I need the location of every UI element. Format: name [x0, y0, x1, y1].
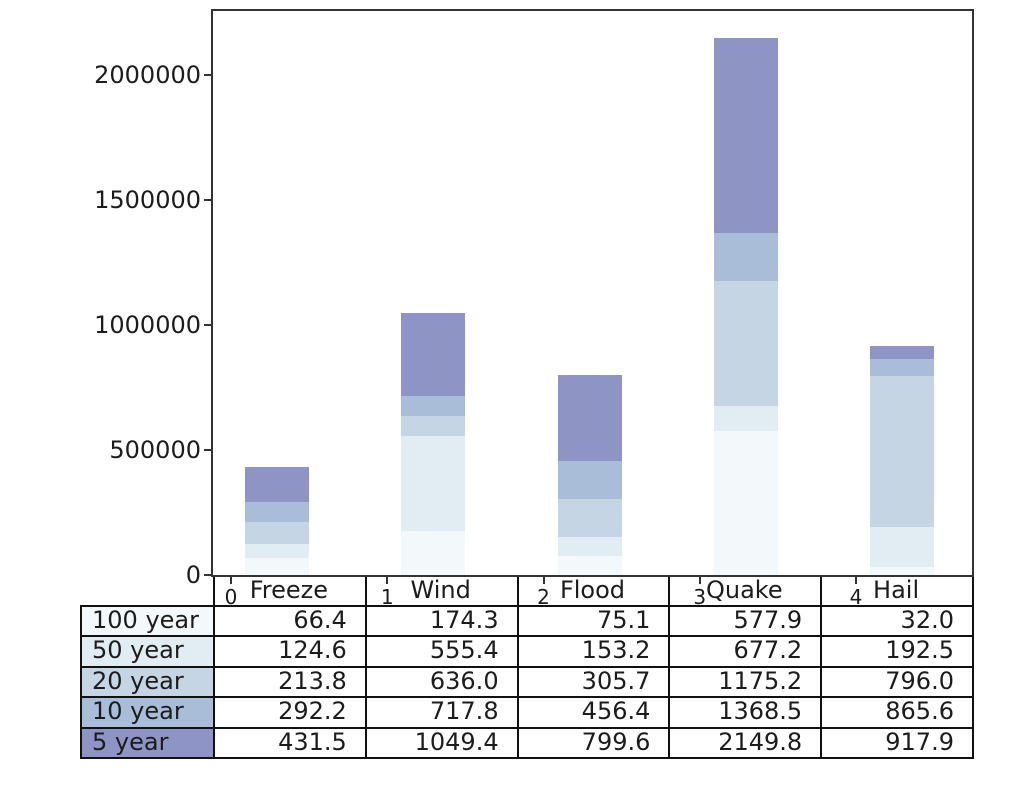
table-grid-vline — [820, 575, 823, 759]
y-tick-label: 2000000 — [94, 61, 201, 89]
table-grid-vline — [80, 605, 82, 759]
y-tick-label: 500000 — [109, 436, 201, 464]
table-grid-vline — [972, 575, 974, 759]
table-cell: 124.6 — [278, 636, 347, 665]
table-cell: 192.5 — [885, 636, 954, 665]
y-tick-label: 1500000 — [94, 186, 201, 214]
table-grid-vline — [213, 575, 215, 759]
bar-segment-quake-100-year — [713, 430, 778, 575]
table-cell: 1175.2 — [718, 666, 803, 695]
table-cell: 2149.8 — [718, 727, 803, 756]
table-cell: 1368.5 — [718, 697, 803, 726]
table-cell: 799.6 — [581, 727, 651, 756]
table-cell: 305.7 — [581, 666, 651, 695]
x-tick-label: 2 — [537, 585, 550, 609]
table-header-wind: Wind — [410, 576, 471, 604]
table-cell: 292.2 — [278, 697, 347, 726]
x-tick-label: 3 — [693, 585, 707, 609]
bar-segment-hail-50-year — [870, 526, 934, 567]
table-row-label-20-year: 20 year — [80, 665, 213, 697]
bar-segment-flood-5-year — [557, 375, 622, 461]
bar-segment-quake-5-year — [713, 37, 778, 233]
x-tick-mark — [698, 577, 701, 584]
table-row-label-10-year: 10 year — [80, 696, 213, 727]
y-tick-mark — [204, 74, 213, 76]
y-tick-mark — [204, 449, 213, 451]
bar-segment-freeze-50-year — [245, 543, 309, 559]
bar-segment-hail-20-year — [870, 376, 934, 527]
table-cell: 456.4 — [581, 697, 651, 726]
y-tick-label: 1000000 — [94, 311, 201, 339]
table-cell: 153.2 — [581, 636, 651, 665]
bar-segment-freeze-100-year — [245, 558, 309, 575]
table-cell: 66.4 — [293, 606, 347, 634]
table-header-quake: Quake — [705, 576, 783, 604]
table-cell: 577.9 — [733, 606, 803, 634]
y-tick-mark — [204, 324, 213, 326]
table-cell: 1049.4 — [414, 727, 499, 756]
table-cell: 917.9 — [885, 727, 954, 756]
table-grid-hline — [80, 635, 974, 638]
x-tick-mark — [855, 577, 857, 584]
table-cell: 677.2 — [733, 636, 803, 665]
y-tick-label: 0 — [185, 561, 201, 589]
table-cell: 75.1 — [596, 606, 651, 634]
table-cell: 174.3 — [429, 606, 499, 634]
bar-segment-quake-20-year — [713, 281, 778, 406]
bar-segment-quake-50-year — [713, 405, 778, 431]
table-cell: 32.0 — [900, 606, 954, 634]
x-tick-mark — [230, 577, 232, 584]
table-cell: 796.0 — [885, 666, 954, 695]
table-header-hail: Hail — [873, 576, 920, 604]
table-header-flood: Flood — [559, 576, 626, 604]
bar-segment-hail-10-year — [870, 358, 934, 376]
table-cell: 636.0 — [429, 666, 499, 695]
table-row-label-100-year: 100 year — [80, 605, 213, 636]
x-tick-label: 0 — [224, 585, 238, 609]
table-row-label-5-year: 5 year — [80, 726, 213, 757]
bar-segment-freeze-10-year — [245, 501, 309, 522]
x-tick-label: 4 — [849, 585, 863, 609]
y-tick-mark — [204, 574, 213, 576]
x-tick-mark — [542, 577, 545, 584]
bar-segment-hail-5-year — [870, 345, 934, 359]
y-tick-mark — [204, 199, 213, 201]
table-grid-hline — [80, 665, 974, 668]
bar-segment-wind-5-year — [401, 312, 466, 396]
table-grid-hline — [80, 605, 974, 607]
table-cell: 555.4 — [429, 636, 499, 665]
table-grid-hline — [80, 757, 974, 759]
table-grid-vline — [516, 575, 519, 759]
x-tick-label: 1 — [380, 585, 394, 609]
table-cell: 717.8 — [429, 697, 499, 726]
table-grid-vline — [364, 575, 367, 759]
bar-segment-flood-50-year — [557, 536, 622, 557]
table-grid-hline — [80, 726, 974, 729]
bar-segment-hail-100-year — [870, 567, 934, 575]
bar-segment-wind-100-year — [401, 531, 466, 575]
bar-segment-flood-10-year — [557, 460, 622, 499]
bar-segment-wind-20-year — [401, 416, 466, 437]
table-cell: 431.5 — [278, 727, 347, 756]
x-tick-mark — [386, 577, 389, 584]
bar-segment-quake-10-year — [713, 232, 778, 282]
table-header-freeze: Freeze — [249, 576, 329, 604]
table-cell: 213.8 — [278, 666, 347, 695]
table-cell: 865.6 — [885, 697, 954, 726]
bar-segment-flood-20-year — [557, 498, 622, 537]
bar-segment-wind-50-year — [401, 436, 466, 532]
bar-segment-flood-100-year — [557, 556, 622, 575]
bar-segment-freeze-20-year — [245, 521, 309, 544]
table-grid-hline — [80, 696, 974, 699]
table-grid-vline — [668, 575, 671, 759]
table-row-label-50-year: 50 year — [80, 635, 213, 666]
bar-segment-wind-10-year — [401, 395, 466, 416]
bar-segment-freeze-5-year — [245, 467, 309, 502]
